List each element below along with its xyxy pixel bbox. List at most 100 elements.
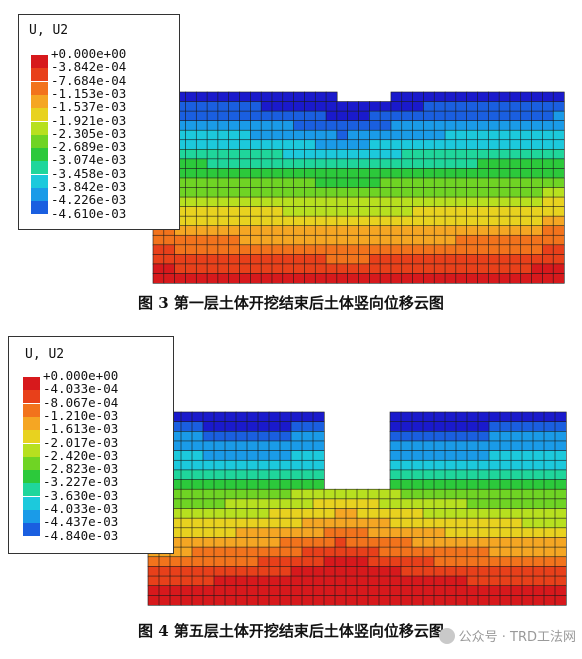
mesh-element [444,585,457,596]
mesh-element [290,479,303,490]
mesh-element [282,196,295,208]
mesh-element [239,110,251,122]
mesh-element [422,469,435,481]
mesh-element [488,440,501,452]
mesh-element [444,225,457,236]
figure-caption: 图 4 第五层土体开挖结束后土体竖向位移云图 [138,622,444,640]
mesh-element [336,206,349,217]
mesh-element [235,556,248,567]
mesh-element [336,196,349,208]
mesh-element [235,546,248,558]
mesh-element [455,177,468,189]
mesh-element [304,215,316,227]
mesh-element [444,411,457,423]
mesh-element [379,158,392,170]
mesh-element [367,585,380,596]
mesh-element [347,101,360,112]
mesh-element [323,508,336,519]
mesh-element [444,479,457,490]
mesh-element [312,440,325,452]
mesh-element [314,244,327,255]
mesh-element [422,411,435,423]
mesh-element [401,244,414,255]
mesh-element [260,120,273,131]
mesh-element [390,244,403,255]
mesh-element [521,537,534,548]
mesh-element [509,234,522,246]
mesh-element [487,139,500,150]
mesh-element [552,187,565,198]
mesh-element [433,101,446,112]
mesh-element [455,273,468,284]
mesh-element [347,273,360,284]
mesh-element [301,421,314,432]
mesh-element [466,110,479,122]
mesh-element [304,120,316,131]
mesh-element [336,129,349,141]
mesh-element [509,91,522,103]
mesh-element [510,537,523,548]
mesh-element [554,527,567,539]
mesh-element [401,101,414,112]
mesh-element [543,459,556,471]
mesh-element [257,566,270,577]
mesh-element [455,120,468,131]
legend-swatch [23,403,40,417]
mesh-element [378,546,391,558]
mesh-element [444,91,457,103]
contour-plot-3 [152,91,565,284]
mesh-element [543,498,556,510]
mesh-element [217,149,230,160]
mesh-element [246,595,259,606]
mesh-element [185,120,197,131]
mesh-element [185,273,197,284]
mesh-element [498,149,511,160]
mesh-element [213,469,226,481]
mesh-element [282,101,295,112]
mesh-element [455,517,468,529]
mesh-element [532,517,545,529]
mesh-element [488,517,501,529]
mesh-element [282,139,295,150]
mesh-element [158,585,171,596]
mesh-element [345,527,358,539]
mesh-element [444,575,457,587]
mesh-element [191,585,204,596]
mesh-element [314,187,327,198]
mesh-element [531,101,543,112]
mesh-element [279,411,292,423]
legend-swatch [31,81,48,95]
mesh-element [347,110,360,122]
mesh-element [195,263,208,275]
mesh-element [268,431,281,442]
mesh-element [444,149,457,160]
mesh-element [433,575,446,587]
mesh-element [389,469,402,481]
mesh-element [202,488,215,500]
mesh-element [268,450,281,461]
mesh-element [356,527,369,539]
mesh-element [347,263,360,275]
mesh-element [509,263,522,275]
mesh-element [554,440,567,452]
mesh-element [477,129,489,141]
mesh-element [224,556,237,567]
mesh-element [444,101,457,112]
mesh-element [260,110,273,122]
mesh-element [367,546,380,558]
mesh-element [174,254,187,265]
mesh-element [379,110,392,122]
mesh-element [411,508,424,519]
mesh-element [268,440,281,452]
mesh-element [542,91,554,103]
mesh-element [217,91,230,103]
mesh-element [271,234,284,246]
mesh-element [390,110,403,122]
mesh-element [531,91,543,103]
mesh-element [455,527,468,539]
mesh-element [554,508,567,519]
legend-swatch [31,201,48,215]
mesh-element [191,537,204,548]
mesh-element [411,537,424,548]
mesh-element [401,168,414,179]
